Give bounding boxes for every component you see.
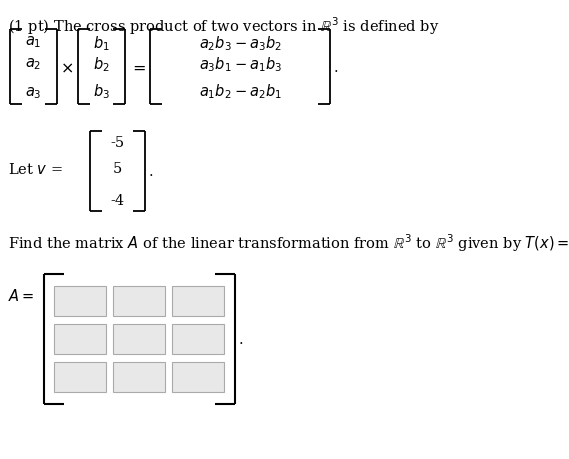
FancyBboxPatch shape [113,286,166,316]
Text: $b_2$: $b_2$ [93,55,110,74]
Text: 5: 5 [113,162,122,176]
FancyBboxPatch shape [55,325,106,354]
Text: .: . [239,332,244,346]
FancyBboxPatch shape [172,286,225,316]
FancyBboxPatch shape [113,362,166,392]
Text: Let $v$ =: Let $v$ = [8,161,63,176]
Text: $A =$: $A =$ [8,287,34,303]
Text: $a_2$: $a_2$ [26,56,42,72]
Text: .: . [149,165,154,179]
Text: -4: -4 [110,194,125,207]
Text: $a_3$: $a_3$ [25,85,42,101]
Text: -5: -5 [110,136,125,150]
FancyBboxPatch shape [172,325,225,354]
FancyBboxPatch shape [55,362,106,392]
Text: $b_1$: $b_1$ [93,34,110,53]
Text: $a_1$: $a_1$ [25,34,42,50]
Text: Find the matrix $A$ of the linear transformation from $\mathbb{R}^3$ to $\mathbb: Find the matrix $A$ of the linear transf… [8,231,569,253]
Text: $=$: $=$ [129,59,146,76]
Text: (1 pt) The cross product of two vectors in $\mathbb{R}^3$ is defined by: (1 pt) The cross product of two vectors … [8,15,440,37]
FancyBboxPatch shape [172,362,225,392]
Text: $b_3$: $b_3$ [93,82,110,101]
Text: $\times$: $\times$ [60,59,73,76]
Text: $a_2b_3 - a_3b_2$: $a_2b_3 - a_3b_2$ [199,34,281,53]
FancyBboxPatch shape [113,325,166,354]
FancyBboxPatch shape [55,286,106,316]
Text: $a_1b_2 - a_2b_1$: $a_1b_2 - a_2b_1$ [199,82,282,101]
Text: $a_3b_1 - a_1b_3$: $a_3b_1 - a_1b_3$ [199,55,282,74]
Text: .: . [334,61,339,74]
